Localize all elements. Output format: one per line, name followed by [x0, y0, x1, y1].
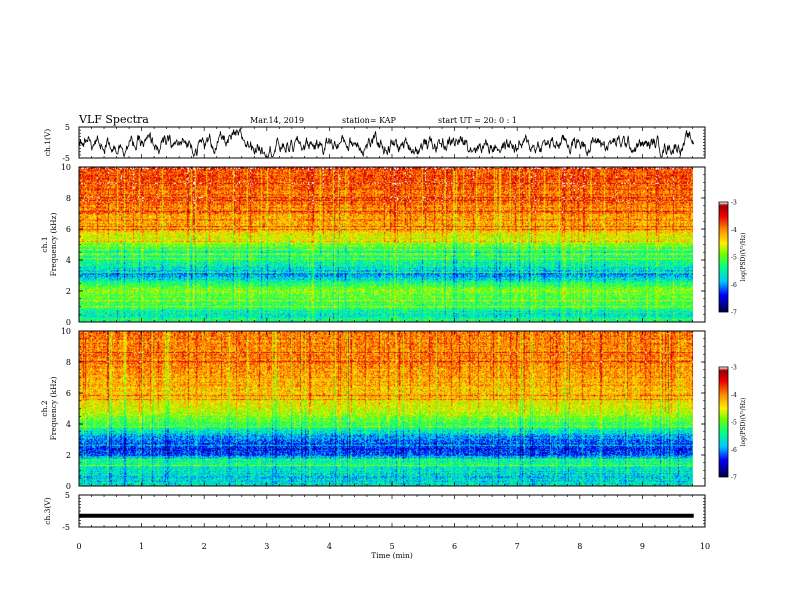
ch3-y-axis-label: ch.3(V)	[43, 497, 52, 525]
x-tick-label: 8	[577, 542, 582, 551]
header-date: Mar.14, 2019	[250, 116, 304, 125]
ch1-y-tick-label: 5	[65, 123, 70, 132]
x-tick-label: 2	[202, 542, 207, 551]
ch1-spectrogram-y-tick-label: 10	[61, 163, 71, 172]
header-start-time: start UT = 20: 0 : 1	[438, 116, 517, 125]
x-tick-label: 5	[389, 542, 394, 551]
ch1-colorbar-image	[719, 202, 728, 312]
ch2-spectrogram-y-tick-label: 4	[66, 420, 71, 429]
ch2-spectrogram-y-tick-label: 0	[66, 482, 71, 491]
ch2-spectrogram-y-tick-label: 10	[61, 327, 71, 336]
ch2-spectrogram-channel-label: ch.2	[40, 400, 49, 416]
ch3-waveform-frame	[78, 494, 706, 528]
ch1-spectrogram-y-tick-label: 0	[66, 318, 71, 327]
ch2-spectrogram-y-tick-label: 6	[66, 389, 71, 398]
x-tick-label: 0	[76, 542, 81, 551]
ch1-colorbar-tick-label: -4	[731, 227, 737, 234]
ch1-waveform-line	[79, 127, 695, 158]
ch1-colorbar-label: log(PSD)(V²/Hz)	[740, 233, 747, 282]
ch1-spectrogram-y-tick-label: 6	[66, 225, 71, 234]
x-tick-label: 4	[327, 542, 332, 551]
ch2-colorbar-tick-label: -7	[731, 475, 737, 482]
ch1-colorbar-tick-label: -3	[731, 200, 737, 207]
ch2-colorbar-tick-label: -5	[731, 420, 737, 427]
ch2-colorbar-tick-label: -6	[731, 447, 737, 454]
ch2-spectrogram-image	[79, 331, 693, 486]
x-tick-label: 3	[264, 542, 269, 551]
ch1-y-axis-label: ch.1(V)	[43, 129, 52, 157]
ch1-colorbar-tick-label: -7	[731, 310, 737, 317]
ch1-spectrogram-y-tick-label: 4	[66, 256, 71, 265]
x-axis-label: Time (min)	[371, 551, 413, 560]
ch2-colorbar-image	[719, 367, 728, 477]
ch2-spectrogram-y-tick-label: 8	[66, 358, 71, 367]
ch1-spectrogram-y-axis-label: Frequency (kHz)	[49, 213, 58, 277]
colorbar-frame-2	[718, 366, 729, 478]
x-tick-label: 1	[139, 542, 144, 551]
colorbar-frame-1	[718, 201, 729, 313]
x-tick-label: 7	[515, 542, 520, 551]
ch2-colorbar-tick-label: -4	[731, 392, 737, 399]
ch2-spectrogram-y-tick-label: 2	[66, 451, 71, 460]
ch1-colorbar-tick-label: -5	[731, 255, 737, 262]
ch1-spectrogram-y-tick-label: 2	[66, 287, 71, 296]
ch1-colorbar-tick-label: -6	[731, 282, 737, 289]
ch2-colorbar-tick-label: -3	[731, 365, 737, 372]
x-tick-label: 9	[640, 542, 645, 551]
x-tick-label: 6	[452, 542, 457, 551]
ch2-spectrogram-y-axis-label: Frequency (kHz)	[49, 377, 58, 441]
ch1-y-tick-label: -5	[62, 154, 70, 163]
ch1-spectrogram-channel-label: ch.1	[40, 236, 49, 252]
chart-title: VLF Spectra	[78, 113, 149, 126]
header-station: station= KAP	[342, 116, 397, 125]
ch1-spectrogram-image	[79, 167, 693, 322]
ch3-y-tick-label: -5	[62, 523, 70, 532]
ch2-colorbar-label: log(PSD)(V²/Hz)	[740, 398, 747, 447]
ch1-spectrogram-y-tick-label: 8	[66, 194, 71, 203]
ch3-y-tick-label: 5	[65, 491, 70, 500]
x-tick-label: 10	[700, 542, 710, 551]
